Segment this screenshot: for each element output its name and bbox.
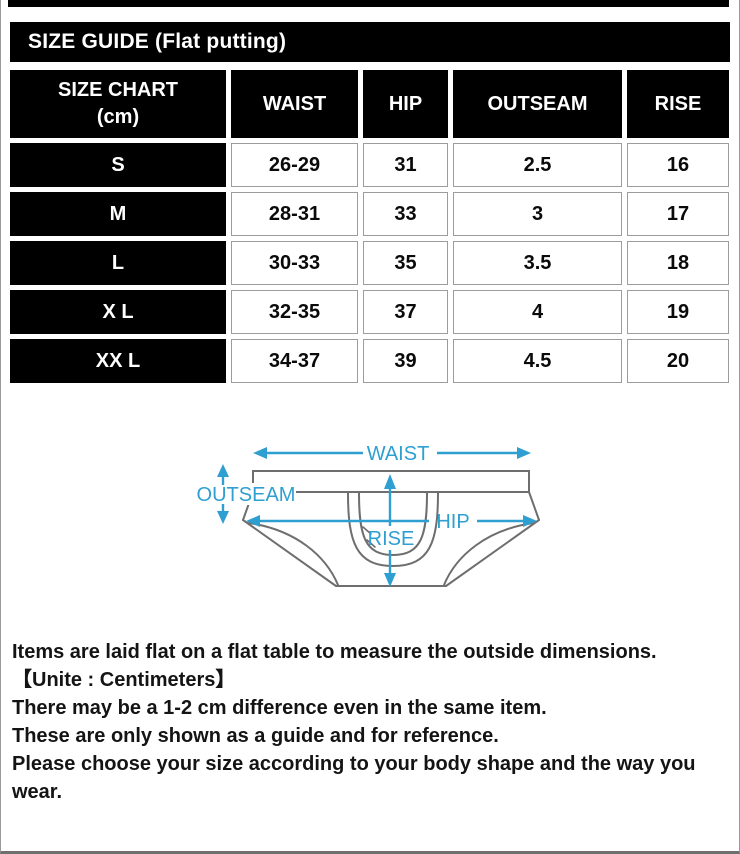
waist-arrowhead-left xyxy=(253,447,267,459)
outseam-value: 4 xyxy=(453,290,622,334)
header-hip: HIP xyxy=(363,70,448,138)
rise-arrowhead-up xyxy=(384,474,396,489)
hip-value: 31 xyxy=(363,143,448,187)
pouch-outer-seam xyxy=(347,492,439,568)
table-header-row: SIZE CHART (cm) WAIST HIP OUTSEAM RISE xyxy=(10,70,729,138)
header-rise: RISE xyxy=(627,70,729,138)
outseam-value: 2.5 xyxy=(453,143,622,187)
hip-label: HIP xyxy=(436,511,469,533)
outseam-arrowhead-up xyxy=(217,464,229,477)
top-divider-bar xyxy=(8,0,729,7)
table-row: M 28-31 33 3 17 xyxy=(10,192,729,236)
waist-value: 28-31 xyxy=(231,192,358,236)
measurement-diagram: WAIST OUTSEAM HIP RISE xyxy=(1,420,739,620)
size-label: XX L xyxy=(10,339,226,383)
outseam-value: 4.5 xyxy=(453,339,622,383)
size-label: X L xyxy=(10,290,226,334)
rise-value: 19 xyxy=(627,290,729,334)
table-row: S 26-29 31 2.5 16 xyxy=(10,143,729,187)
note-line: These are only shown as a guide and for … xyxy=(12,725,499,747)
left-leg-seam xyxy=(248,522,339,586)
waist-value: 30-33 xyxy=(231,241,358,285)
rise-value: 17 xyxy=(627,192,729,236)
size-label: L xyxy=(10,241,226,285)
note-line: wear. xyxy=(12,781,63,803)
rise-value: 18 xyxy=(627,241,729,285)
hip-value: 35 xyxy=(363,241,448,285)
pouch-inner-seam xyxy=(358,492,428,557)
header-waist: WAIST xyxy=(231,70,358,138)
outseam-label: OUTSEAM xyxy=(197,484,296,506)
note-line: Please choose your size according to you… xyxy=(12,753,696,775)
waist-value: 26-29 xyxy=(231,143,358,187)
waist-label: WAIST xyxy=(367,443,430,465)
hip-arrowhead-right xyxy=(523,515,537,527)
size-label: M xyxy=(10,192,226,236)
waist-value: 34-37 xyxy=(231,339,358,383)
header-size-chart: SIZE CHART (cm) xyxy=(10,70,226,138)
waist-arrowhead-right xyxy=(517,447,531,459)
left-outer-edge xyxy=(242,519,337,587)
rise-arrowhead-down xyxy=(384,573,396,587)
note-line: Items are laid flat on a flat table to m… xyxy=(12,641,657,663)
size-chart-table: SIZE CHART (cm) WAIST HIP OUTSEAM RISE S… xyxy=(5,65,734,388)
rise-label: RISE xyxy=(368,528,415,550)
seam-tick-marks xyxy=(362,526,376,548)
outseam-label-bg xyxy=(195,483,296,505)
note-line: There may be a 1-2 cm difference even in… xyxy=(12,697,547,719)
header-size-chart-line1: SIZE CHART xyxy=(58,79,178,101)
table-row: XX L 34-37 39 4.5 20 xyxy=(10,339,729,383)
right-outer-edge xyxy=(445,519,540,587)
outseam-value: 3.5 xyxy=(453,241,622,285)
size-label: S xyxy=(10,143,226,187)
hip-value: 37 xyxy=(363,290,448,334)
table-row: X L 32-35 37 4 19 xyxy=(10,290,729,334)
hip-value: 39 xyxy=(363,339,448,383)
outseam-arrowhead-down xyxy=(217,511,229,524)
header-outseam: OUTSEAM xyxy=(453,70,622,138)
rise-value: 16 xyxy=(627,143,729,187)
outseam-value: 3 xyxy=(453,192,622,236)
title-bar: SIZE GUIDE (Flat putting) xyxy=(10,22,730,62)
briefs-diagram-svg: WAIST OUTSEAM HIP RISE xyxy=(195,443,540,587)
hip-arrowhead-left xyxy=(246,515,260,527)
measure-arrows xyxy=(221,451,524,574)
waist-value: 32-35 xyxy=(231,290,358,334)
notes-block: Items are laid flat on a flat table to m… xyxy=(12,638,734,806)
table-row: L 30-33 35 3.5 18 xyxy=(10,241,729,285)
header-size-chart-line2: (cm) xyxy=(96,106,140,128)
page-title: SIZE GUIDE (Flat putting) xyxy=(28,30,287,53)
rise-value: 20 xyxy=(627,339,729,383)
right-leg-seam xyxy=(443,522,534,586)
note-line: 【Unite : Centimeters】 xyxy=(12,669,236,691)
right-flare xyxy=(528,491,540,521)
hip-value: 33 xyxy=(363,192,448,236)
arrowheads xyxy=(217,447,537,587)
